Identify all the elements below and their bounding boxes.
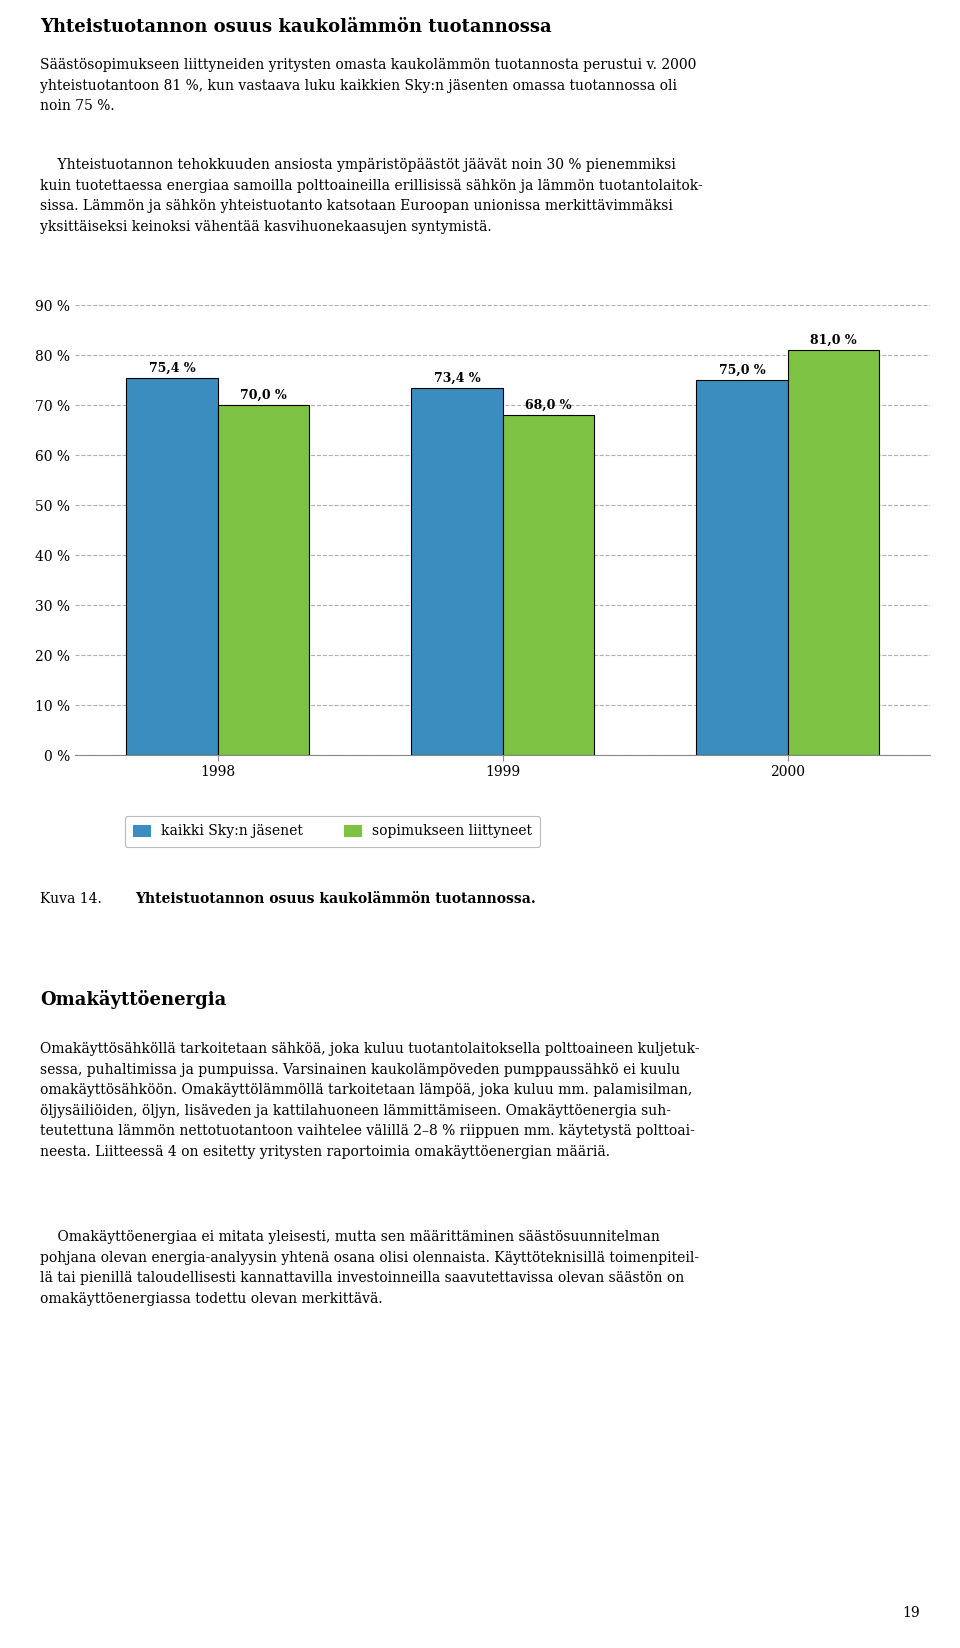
Bar [218, 405, 309, 755]
Text: Kuva 14.: Kuva 14. [40, 892, 102, 906]
Legend: kaikki Sky:n jäsenet, sopimukseen liittyneet: kaikki Sky:n jäsenet, sopimukseen liitty… [125, 816, 540, 847]
Text: 68,0 %: 68,0 % [525, 399, 571, 412]
Text: 75,0 %: 75,0 % [719, 364, 765, 377]
Text: Yhteistuotannon osuus kaukolämmön tuotannossa.: Yhteistuotannon osuus kaukolämmön tuotan… [135, 892, 536, 906]
Bar [127, 377, 218, 755]
Text: Yhteistuotannon osuus kaukolämmön tuotannossa: Yhteistuotannon osuus kaukolämmön tuotan… [40, 18, 552, 36]
Text: Omakäyttösähköllä tarkoitetaan sähköä, joka kuluu tuotantolaitoksella polttoaine: Omakäyttösähköllä tarkoitetaan sähköä, j… [40, 1042, 700, 1159]
Text: Säästösopimukseen liittyneiden yritysten omasta kaukolämmön tuotannosta perustui: Säästösopimukseen liittyneiden yritysten… [40, 58, 696, 114]
Text: Yhteistuotannon tehokkuuden ansiosta ympäristöpäästöt jäävät noin 30 % pienemmik: Yhteistuotannon tehokkuuden ansiosta ymp… [40, 158, 703, 234]
Text: 81,0 %: 81,0 % [810, 335, 856, 348]
Text: 70,0 %: 70,0 % [240, 389, 286, 402]
Text: 19: 19 [902, 1607, 920, 1620]
Text: Omakäyttöenergia: Omakäyttöenergia [40, 990, 227, 1009]
Bar [411, 387, 502, 755]
Text: 73,4 %: 73,4 % [434, 372, 480, 386]
Text: Omakäyttöenergiaa ei mitata yleisesti, mutta sen määrittäminen säästösuunnitelma: Omakäyttöenergiaa ei mitata yleisesti, m… [40, 1229, 699, 1305]
Text: 75,4 %: 75,4 % [149, 363, 195, 376]
Bar [696, 381, 787, 755]
Bar [787, 349, 878, 755]
Bar [502, 415, 593, 755]
